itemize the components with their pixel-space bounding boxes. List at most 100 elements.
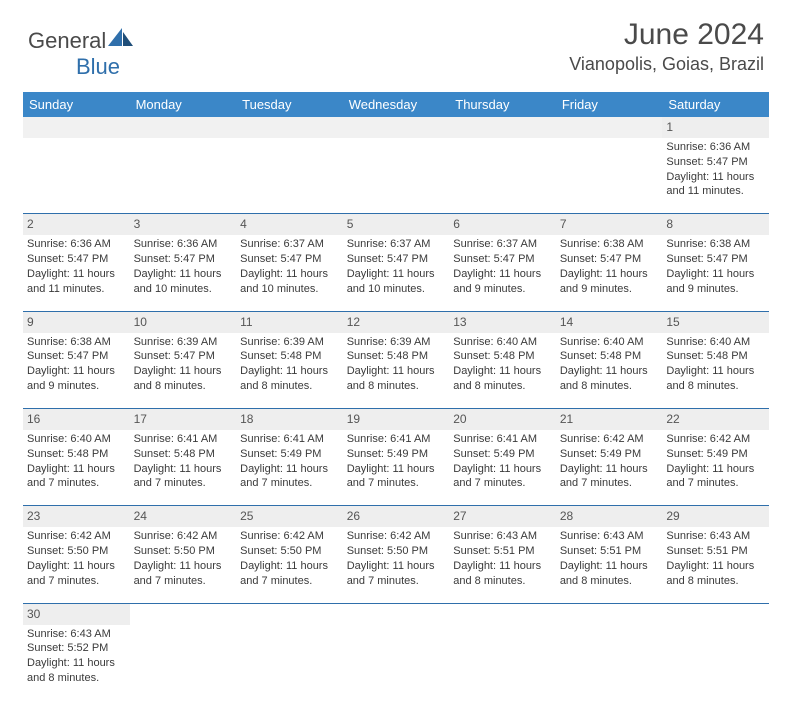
sunrise-text: Sunrise: 6:41 AM	[240, 432, 339, 447]
calendar-table: SundayMondayTuesdayWednesdayThursdayFrid…	[23, 92, 769, 701]
day-cell	[23, 138, 130, 214]
sunrise-text: Sunrise: 6:39 AM	[240, 335, 339, 350]
day-cell: Sunrise: 6:41 AMSunset: 5:49 PMDaylight:…	[343, 430, 450, 506]
sunrise-text: Sunrise: 6:39 AM	[347, 335, 446, 350]
daynum-row: 30	[23, 603, 769, 624]
daynum-row: 1	[23, 117, 769, 138]
sunset-text: Sunset: 5:47 PM	[560, 252, 659, 267]
day-number: 27	[453, 509, 466, 523]
sunset-text: Sunset: 5:48 PM	[27, 447, 126, 462]
day-cell: Sunrise: 6:40 AMSunset: 5:48 PMDaylight:…	[662, 333, 769, 409]
info-row: Sunrise: 6:42 AMSunset: 5:50 PMDaylight:…	[23, 527, 769, 603]
daynum-cell: 6	[449, 214, 556, 235]
day-number: 7	[560, 217, 567, 231]
day-number: 28	[560, 509, 573, 523]
sunrise-text: Sunrise: 6:41 AM	[347, 432, 446, 447]
sunset-text: Sunset: 5:47 PM	[453, 252, 552, 267]
sunset-text: Sunset: 5:48 PM	[347, 349, 446, 364]
daynum-cell: 22	[662, 409, 769, 430]
daynum-cell: 11	[236, 311, 343, 332]
day-number: 15	[666, 315, 679, 329]
sunrise-text: Sunrise: 6:37 AM	[453, 237, 552, 252]
day-cell	[556, 138, 663, 214]
sunrise-text: Sunrise: 6:42 AM	[27, 529, 126, 544]
sunset-text: Sunset: 5:49 PM	[453, 447, 552, 462]
sunset-text: Sunset: 5:47 PM	[134, 252, 233, 267]
day-cell	[236, 625, 343, 701]
daynum-cell	[343, 603, 450, 624]
sunrise-text: Sunrise: 6:37 AM	[347, 237, 446, 252]
daynum-cell: 8	[662, 214, 769, 235]
daynum-cell	[556, 117, 663, 138]
daynum-cell	[23, 117, 130, 138]
daynum-cell: 7	[556, 214, 663, 235]
daynum-cell: 4	[236, 214, 343, 235]
day-number: 21	[560, 412, 573, 426]
day-cell: Sunrise: 6:39 AMSunset: 5:48 PMDaylight:…	[343, 333, 450, 409]
daynum-cell: 9	[23, 311, 130, 332]
day-cell: Sunrise: 6:36 AMSunset: 5:47 PMDaylight:…	[23, 235, 130, 311]
daynum-cell: 24	[130, 506, 237, 527]
daynum-cell: 2	[23, 214, 130, 235]
daylight-text: Daylight: 11 hours and 8 minutes.	[347, 364, 446, 394]
day-cell: Sunrise: 6:43 AMSunset: 5:51 PMDaylight:…	[556, 527, 663, 603]
day-cell: Sunrise: 6:43 AMSunset: 5:51 PMDaylight:…	[662, 527, 769, 603]
sunrise-text: Sunrise: 6:39 AM	[134, 335, 233, 350]
sunset-text: Sunset: 5:48 PM	[134, 447, 233, 462]
day-number: 24	[134, 509, 147, 523]
daynum-cell	[236, 603, 343, 624]
daynum-cell	[449, 603, 556, 624]
sunrise-text: Sunrise: 6:43 AM	[666, 529, 765, 544]
daylight-text: Daylight: 11 hours and 8 minutes.	[560, 364, 659, 394]
sunset-text: Sunset: 5:51 PM	[560, 544, 659, 559]
title-block: June 2024 Vianopolis, Goias, Brazil	[569, 18, 764, 75]
daynum-row: 9101112131415	[23, 311, 769, 332]
day-of-week-header: Sunday	[23, 92, 130, 117]
sunrise-text: Sunrise: 6:43 AM	[27, 627, 126, 642]
daynum-row: 16171819202122	[23, 409, 769, 430]
day-of-week-header: Tuesday	[236, 92, 343, 117]
sunrise-text: Sunrise: 6:40 AM	[560, 335, 659, 350]
daylight-text: Daylight: 11 hours and 8 minutes.	[560, 559, 659, 589]
day-cell	[130, 138, 237, 214]
day-cell: Sunrise: 6:39 AMSunset: 5:48 PMDaylight:…	[236, 333, 343, 409]
sunrise-text: Sunrise: 6:37 AM	[240, 237, 339, 252]
day-number: 4	[240, 217, 247, 231]
daylight-text: Daylight: 11 hours and 11 minutes.	[666, 170, 765, 200]
daynum-cell: 5	[343, 214, 450, 235]
sunrise-text: Sunrise: 6:38 AM	[27, 335, 126, 350]
daynum-cell: 3	[130, 214, 237, 235]
sunrise-text: Sunrise: 6:41 AM	[453, 432, 552, 447]
daynum-cell: 17	[130, 409, 237, 430]
day-cell: Sunrise: 6:42 AMSunset: 5:50 PMDaylight:…	[23, 527, 130, 603]
sunset-text: Sunset: 5:47 PM	[347, 252, 446, 267]
day-cell: Sunrise: 6:36 AMSunset: 5:47 PMDaylight:…	[130, 235, 237, 311]
sunrise-text: Sunrise: 6:36 AM	[134, 237, 233, 252]
daylight-text: Daylight: 11 hours and 7 minutes.	[453, 462, 552, 492]
day-number: 3	[134, 217, 141, 231]
day-cell: Sunrise: 6:39 AMSunset: 5:47 PMDaylight:…	[130, 333, 237, 409]
sunset-text: Sunset: 5:52 PM	[27, 641, 126, 656]
location: Vianopolis, Goias, Brazil	[569, 54, 764, 75]
day-of-week-header: Wednesday	[343, 92, 450, 117]
day-cell: Sunrise: 6:43 AMSunset: 5:52 PMDaylight:…	[23, 625, 130, 701]
sunset-text: Sunset: 5:50 PM	[134, 544, 233, 559]
daylight-text: Daylight: 11 hours and 7 minutes.	[347, 559, 446, 589]
daynum-cell: 1	[662, 117, 769, 138]
day-cell: Sunrise: 6:41 AMSunset: 5:48 PMDaylight:…	[130, 430, 237, 506]
day-cell: Sunrise: 6:38 AMSunset: 5:47 PMDaylight:…	[556, 235, 663, 311]
daylight-text: Daylight: 11 hours and 9 minutes.	[666, 267, 765, 297]
sunrise-text: Sunrise: 6:42 AM	[134, 529, 233, 544]
sunrise-text: Sunrise: 6:38 AM	[666, 237, 765, 252]
sunrise-text: Sunrise: 6:40 AM	[27, 432, 126, 447]
daynum-cell: 23	[23, 506, 130, 527]
day-number: 29	[666, 509, 679, 523]
sunset-text: Sunset: 5:51 PM	[666, 544, 765, 559]
day-number: 8	[666, 217, 673, 231]
day-cell: Sunrise: 6:40 AMSunset: 5:48 PMDaylight:…	[23, 430, 130, 506]
daylight-text: Daylight: 11 hours and 10 minutes.	[347, 267, 446, 297]
info-row: Sunrise: 6:40 AMSunset: 5:48 PMDaylight:…	[23, 430, 769, 506]
daynum-cell: 21	[556, 409, 663, 430]
day-cell: Sunrise: 6:42 AMSunset: 5:49 PMDaylight:…	[662, 430, 769, 506]
daynum-cell: 20	[449, 409, 556, 430]
